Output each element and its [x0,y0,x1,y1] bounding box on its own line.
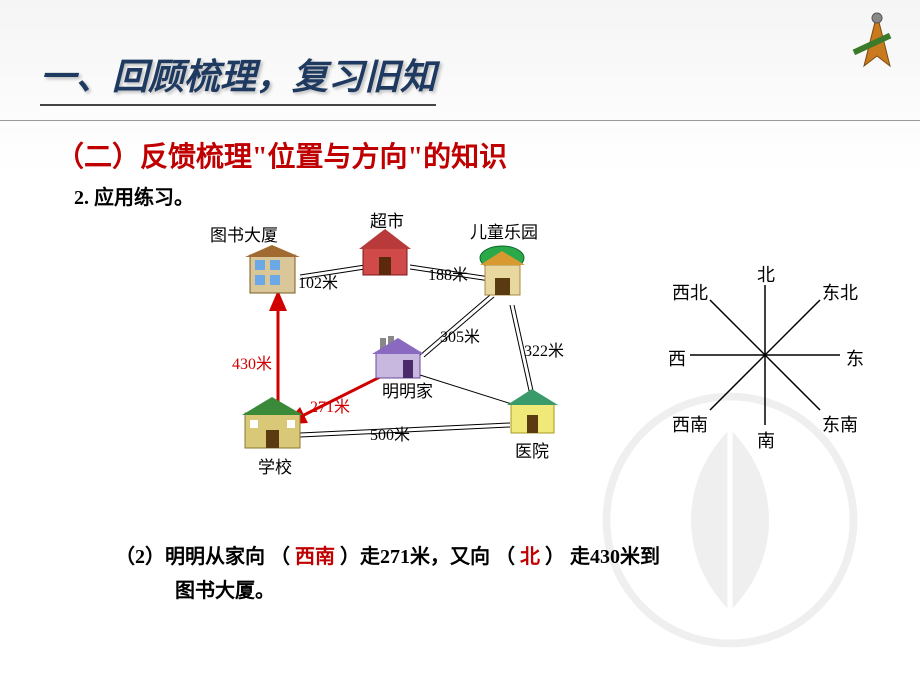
dist-430: 430米 [232,350,272,374]
subtitle: （二）反馈梳理"位置与方向"的知识 [56,135,920,175]
map-diagram: 图书大厦 超市 儿童乐园 明明家 学校 医院 102米 188米 305米 32… [170,215,630,495]
compass-w: 西 [668,345,686,371]
label-park: 儿童乐园 [470,218,538,243]
q-mid2: ） 走430米到 [545,546,660,568]
compass-s: 南 [757,427,775,453]
compass-e: 东 [846,345,864,371]
home-icon [368,330,428,380]
exercise-label: 2. 应用练习。 [74,181,920,210]
dist-102: 102米 [298,269,338,293]
dist-188: 188米 [428,261,468,285]
dist-322: 322米 [524,337,564,361]
q-mid1: ）走271米，又向 （ [340,546,515,568]
compass-sw: 西南 [672,411,708,437]
slide: 一、回顾梳理，复习旧知 （二）反馈梳理"位置与方向"的知识 2. 应用练习。 [0,0,920,690]
dist-305: 305米 [440,323,480,347]
label-library: 图书大厦 [210,221,278,246]
q-line2: 图书大厦。 [115,580,275,602]
dist-500: 500米 [370,421,410,445]
park-icon [475,243,530,303]
title-area: 一、回顾梳理，复习旧知 [0,0,920,114]
compass-tool-icon [842,6,912,76]
supermarket-icon [355,227,415,277]
label-supermarket: 超市 [370,207,404,232]
label-school: 学校 [258,453,292,478]
question: （2）明明从家向 （ 西南 ）走271米，又向 （ 北 ） 走430米到 图书大… [115,540,660,608]
compass-n: 北 [757,261,775,287]
compass-se: 东南 [822,411,858,437]
divider [0,120,920,121]
compass-nw: 西北 [672,279,708,305]
label-home: 明明家 [382,377,433,402]
answer-1: 西南 [290,546,340,568]
label-hospital: 医院 [515,437,549,462]
answer-2: 北 [515,546,545,568]
page-title: 一、回顾梳理，复习旧知 [40,48,436,106]
dist-271: 271米 [310,393,350,417]
school-icon [240,395,305,450]
compass-ne: 东北 [822,279,858,305]
q-prefix: （2）明明从家向 （ [115,546,290,568]
hospital-icon [505,385,560,435]
library-icon [245,245,300,295]
compass: 北 南 东 西 东北 西北 东南 西南 [650,255,880,455]
